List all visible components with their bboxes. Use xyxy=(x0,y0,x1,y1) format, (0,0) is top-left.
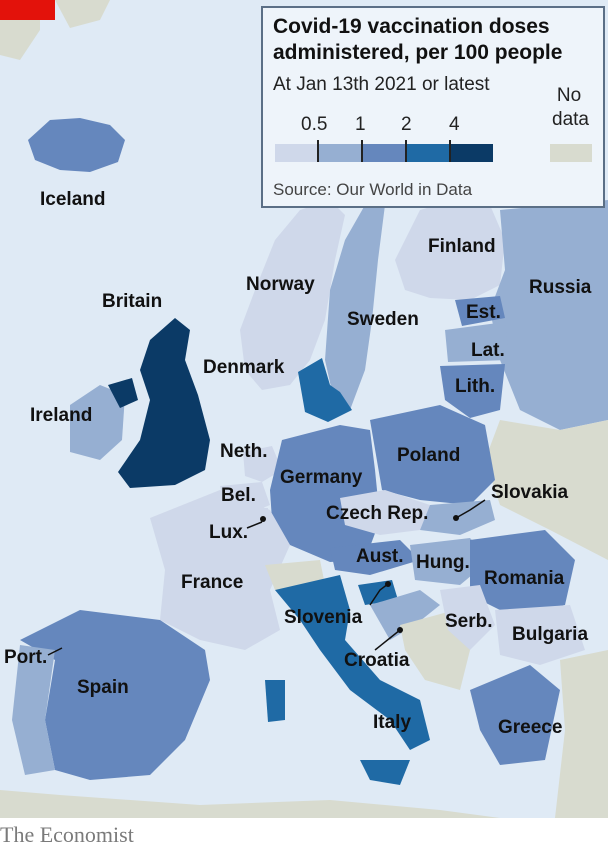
label-italy: Italy xyxy=(373,712,412,733)
legend-subtitle: At Jan 13th 2021 or latest xyxy=(273,74,490,95)
estonia-shape xyxy=(455,296,505,326)
finland-shape xyxy=(395,200,505,300)
label-serbia: Serb. xyxy=(445,611,493,632)
label-denmark: Denmark xyxy=(203,357,285,378)
legend-source: Source: Our World in Data xyxy=(273,180,473,199)
label-slovakia: Slovakia xyxy=(491,482,569,503)
label-lithuania: Lith. xyxy=(455,376,496,397)
legend-tick xyxy=(361,140,363,162)
legend-tick xyxy=(317,140,319,162)
legend-swatch-band5 xyxy=(451,144,493,162)
legend-tick-label: 1 xyxy=(355,114,366,135)
map-area: Covid-19 vaccination doses administered,… xyxy=(0,0,608,818)
label-austria: Aust. xyxy=(356,546,404,567)
germany-shape xyxy=(270,425,380,562)
northern-ireland-shape xyxy=(108,378,138,408)
ireland-shape xyxy=(70,385,125,460)
label-slovenia: Slovenia xyxy=(284,607,363,628)
britain-shape xyxy=(118,318,210,488)
france-shape xyxy=(150,490,290,650)
belarus-ukraine-shape xyxy=(485,420,608,560)
legend-no-data-label: No data xyxy=(552,85,589,130)
label-britain: Britain xyxy=(102,291,163,312)
label-hungary: Hung. xyxy=(416,552,470,573)
sicily-shape xyxy=(360,760,410,785)
legend-swatch-no-data xyxy=(550,144,592,162)
label-belgium: Bel. xyxy=(221,485,256,506)
legend-tick-label: 2 xyxy=(401,114,412,135)
label-bulgaria: Bulgaria xyxy=(512,624,589,645)
portugal-shape xyxy=(12,645,55,775)
russia-shape xyxy=(490,200,608,430)
legend-tick-label: 4 xyxy=(449,114,460,135)
label-latvia: Lat. xyxy=(471,340,505,361)
latvia-shape xyxy=(445,322,510,362)
legend-title: Covid-19 vaccination doses administered,… xyxy=(273,15,563,64)
label-iceland: Iceland xyxy=(40,189,106,210)
turkey-shape xyxy=(555,650,608,818)
brand-tab xyxy=(0,0,55,20)
label-ireland: Ireland xyxy=(30,405,93,426)
romania-shape xyxy=(470,530,575,615)
label-croatia: Croatia xyxy=(344,650,410,671)
label-czech: Czech Rep. xyxy=(326,503,429,524)
greece-shape xyxy=(470,665,560,765)
croatia-shape xyxy=(370,590,440,640)
label-norway: Norway xyxy=(246,274,315,295)
denmark-shape xyxy=(298,358,352,422)
spain-shape xyxy=(20,610,210,780)
iceland-shape xyxy=(28,118,125,172)
label-france: France xyxy=(181,572,244,593)
sweden-shape xyxy=(325,205,385,410)
legend-tick-label: 0.5 xyxy=(301,114,328,135)
legend-swatch-band1 xyxy=(275,144,317,162)
legend-tick xyxy=(449,140,451,162)
poland-shape xyxy=(370,405,495,505)
lithuania-shape xyxy=(440,364,505,418)
legend-swatch-band3 xyxy=(363,144,405,162)
legend-swatch-band4 xyxy=(407,144,449,162)
label-finland: Finland xyxy=(428,236,496,257)
label-spain: Spain xyxy=(77,677,129,698)
label-luxembourg: Lux. xyxy=(209,522,249,543)
label-poland: Poland xyxy=(397,445,461,466)
austria-shape xyxy=(330,540,420,575)
leader-lines xyxy=(47,499,486,656)
legend-box: Covid-19 vaccination doses administered,… xyxy=(261,6,605,208)
sardinia-shape xyxy=(265,680,285,722)
label-portugal: Port. xyxy=(4,647,48,668)
north-africa-shape xyxy=(0,790,500,818)
norway-shape xyxy=(240,200,345,390)
northeast-land-shape xyxy=(55,0,110,28)
label-germany: Germany xyxy=(280,467,363,488)
label-greece: Greece xyxy=(498,717,563,738)
czech-shape xyxy=(340,490,430,535)
label-sweden: Sweden xyxy=(347,309,419,330)
italy-shape xyxy=(275,575,430,750)
legend-swatch-band2 xyxy=(319,144,361,162)
label-estonia: Est. xyxy=(466,302,501,323)
netherlands-shape xyxy=(243,446,282,482)
label-russia: Russia xyxy=(529,277,592,298)
legend-tick xyxy=(405,140,407,162)
europe-map xyxy=(0,0,608,818)
serbia-shape xyxy=(440,585,495,650)
label-netherlands: Neth. xyxy=(220,441,268,462)
footer-brand: The Economist xyxy=(0,822,134,847)
bulgaria-shape xyxy=(495,605,585,665)
label-romania: Romania xyxy=(484,568,565,589)
